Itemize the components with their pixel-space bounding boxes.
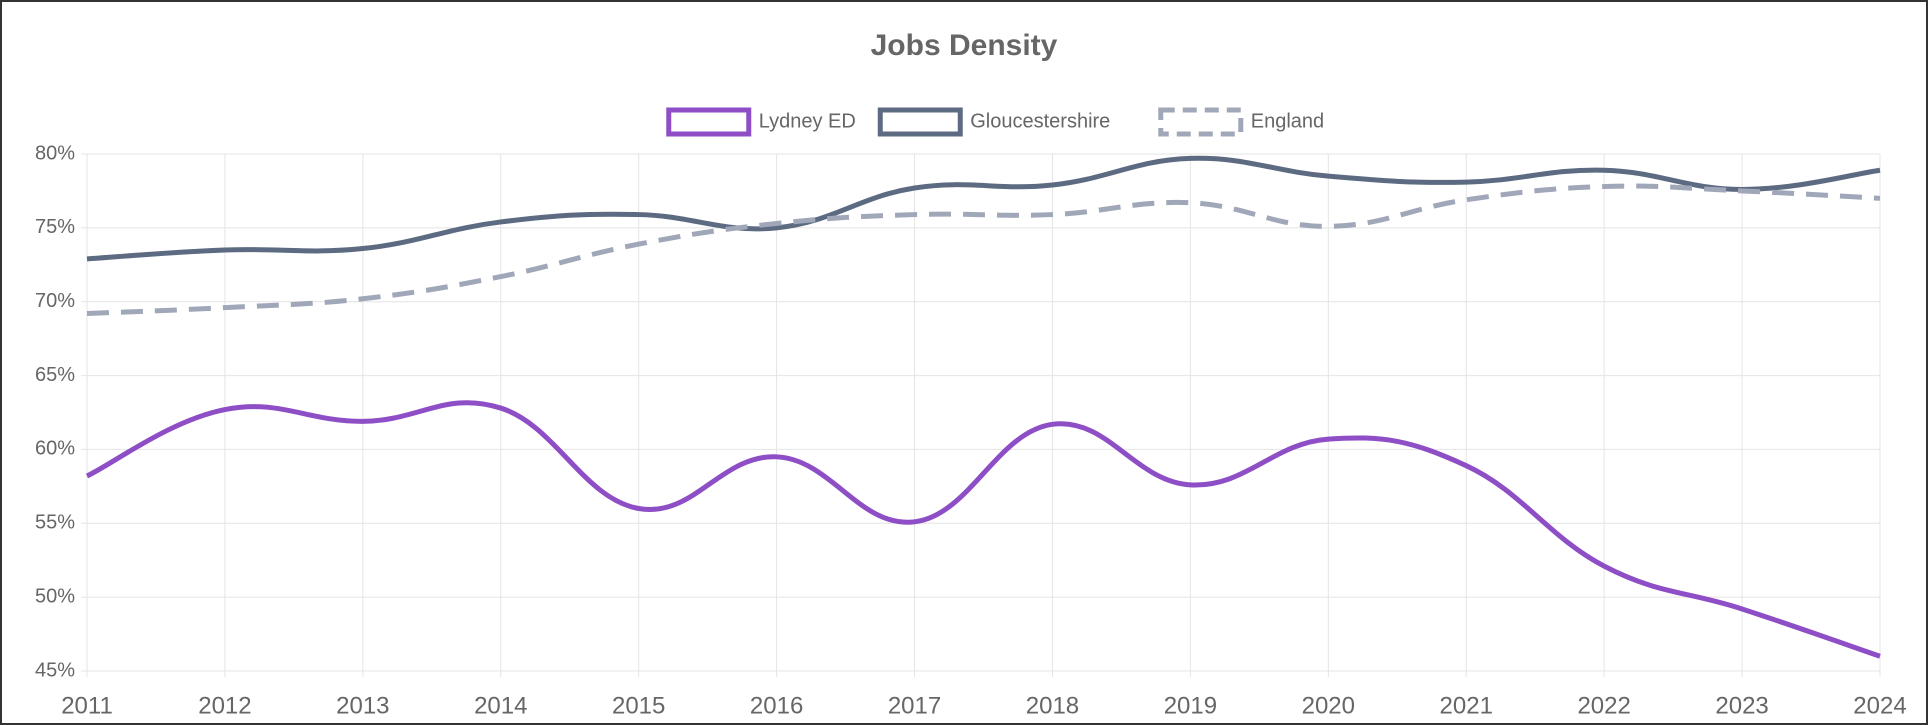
legend-swatch <box>1158 107 1244 137</box>
series-line <box>86 183 1881 317</box>
x-tick-label: 2024 <box>1853 692 1906 719</box>
y-tick-label: 55% <box>35 512 75 534</box>
y-tick-label: 80% <box>35 142 75 164</box>
legend-swatch <box>877 107 963 137</box>
legend-swatch <box>666 107 752 137</box>
x-tick-label: 2022 <box>1577 692 1630 719</box>
x-tick-label: 2019 <box>1164 692 1217 719</box>
chart-title: Jobs Density <box>871 29 1058 62</box>
y-tick-label: 75% <box>35 216 75 238</box>
y-tick-label: 70% <box>35 290 75 312</box>
x-tick-label: 2023 <box>1715 692 1768 719</box>
legend-label: Lydney ED <box>759 110 856 132</box>
legend-label: England <box>1251 110 1324 132</box>
legend-label: Gloucestershire <box>970 110 1110 132</box>
series-line <box>85 400 1881 659</box>
x-tick-label: 2015 <box>612 692 665 719</box>
x-tick-label: 2020 <box>1302 692 1355 719</box>
x-tick-label: 2014 <box>474 692 527 719</box>
x-tick-label: 2012 <box>198 692 251 719</box>
x-tick-label: 2021 <box>1440 692 1493 719</box>
series-line <box>86 155 1881 262</box>
x-tick-label: 2018 <box>1026 692 1079 719</box>
y-tick-label: 50% <box>35 585 75 607</box>
x-tick-label: 2016 <box>750 692 803 719</box>
y-tick-label: 60% <box>35 438 75 460</box>
x-tick-label: 2017 <box>888 692 941 719</box>
x-tick-label: 2011 <box>61 692 113 719</box>
y-tick-label: 65% <box>35 364 75 386</box>
x-tick-label: 2013 <box>336 692 389 719</box>
y-tick-label: 45% <box>35 659 75 681</box>
